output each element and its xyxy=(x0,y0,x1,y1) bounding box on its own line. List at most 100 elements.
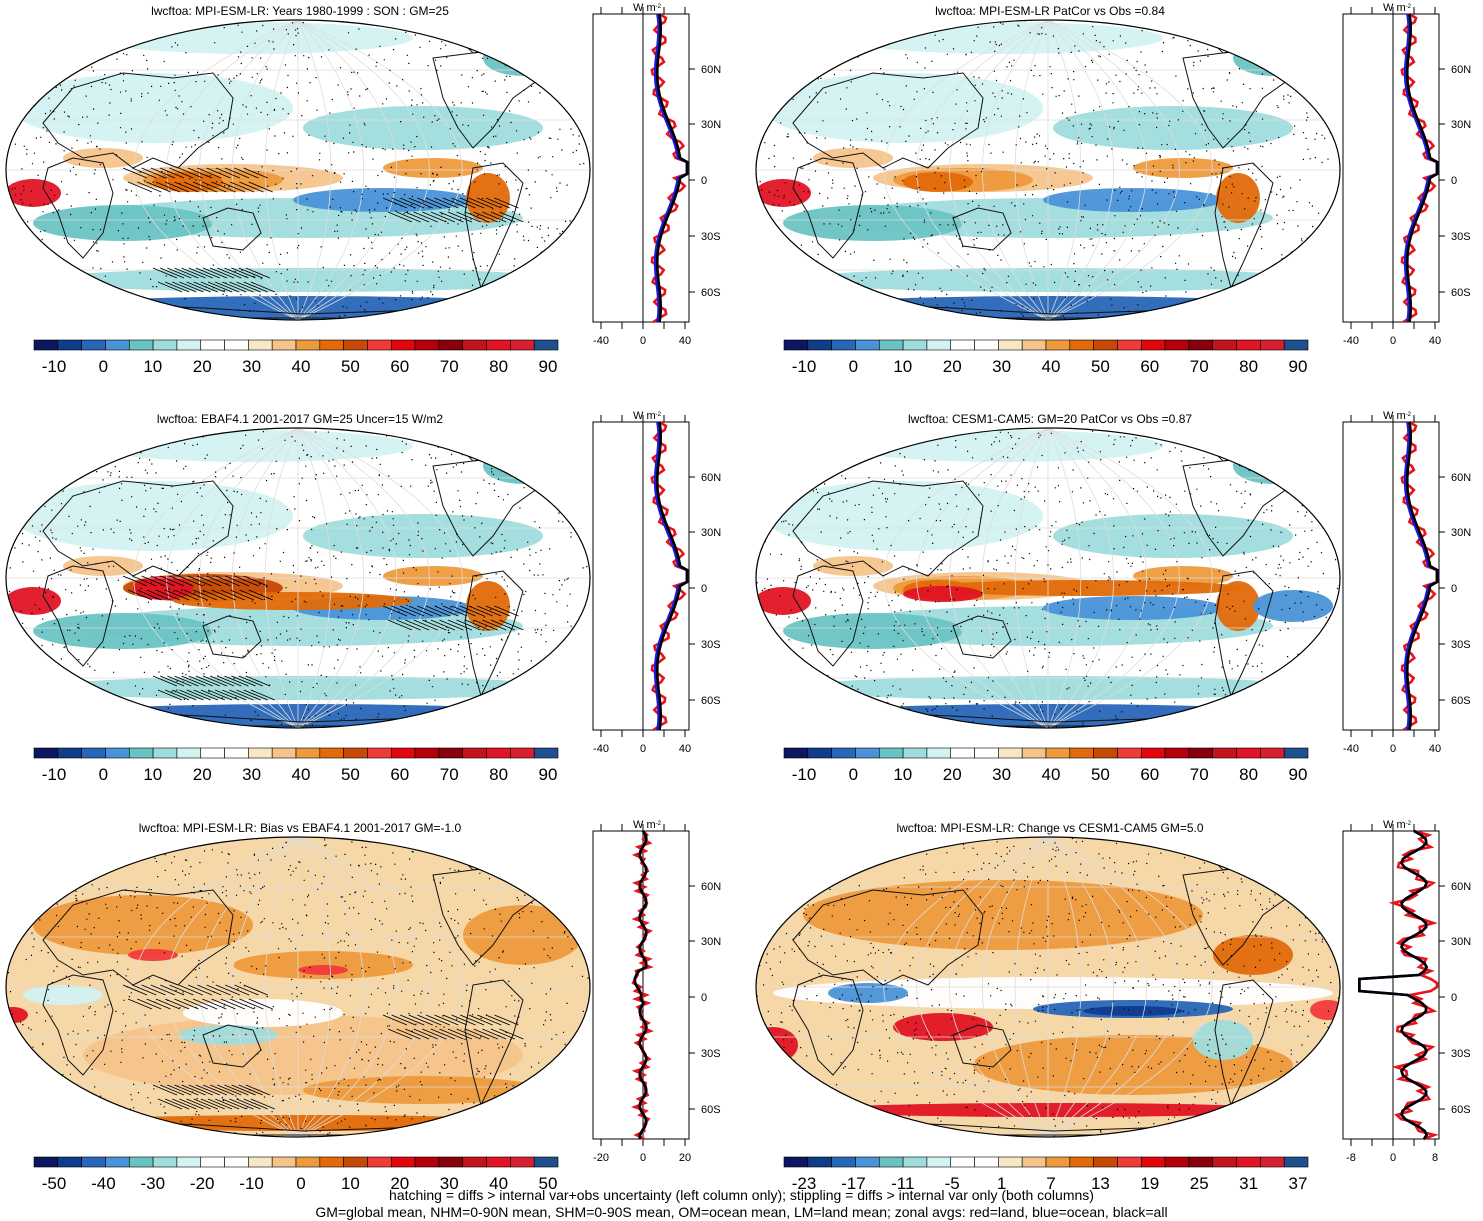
zonal-land-line xyxy=(1388,829,1439,1141)
colorbar-swatch xyxy=(1212,339,1237,351)
colorbar-swatch xyxy=(902,1156,928,1168)
lat-tick-label: 60S xyxy=(701,287,721,299)
colorbar-label: 90 xyxy=(1289,765,1308,784)
colorbar-swatch xyxy=(105,1156,130,1168)
colorbar-swatch xyxy=(414,747,440,759)
colorbar-swatch xyxy=(807,339,832,351)
colorbar-swatch xyxy=(128,339,154,351)
lat-tick-label: 30N xyxy=(701,936,721,948)
colorbar-swatch xyxy=(152,1156,178,1168)
colorbar-label: 30 xyxy=(992,357,1011,376)
colorbar-swatch xyxy=(510,747,535,759)
zonal-all-line xyxy=(656,13,689,323)
colorbar-label: 90 xyxy=(1289,357,1308,376)
colorbar-swatch xyxy=(831,339,856,351)
zonal-tick-label: -40 xyxy=(593,335,609,347)
panel-title: lwcftoa: CESM1-CAM5: GM=20 PatCor vs Obs… xyxy=(907,412,1193,426)
colorbar-swatch xyxy=(1164,1156,1190,1168)
lat-tick-label: 60S xyxy=(1451,1104,1471,1116)
map-panel xyxy=(755,836,1341,1138)
map-panel xyxy=(755,427,1341,729)
lat-tick-label: 30N xyxy=(1451,527,1471,539)
colorbar-swatch xyxy=(1093,747,1118,759)
colorbar: -50 -40 -30 -20 -10 0 10 20 30 40 50 xyxy=(33,1156,559,1193)
zonal-tick-label: 0 xyxy=(1390,335,1396,347)
colorbar-swatch xyxy=(902,339,928,351)
map-panel xyxy=(5,19,591,321)
zonal-tick-label: -40 xyxy=(1343,743,1359,755)
lat-tick-label: 60N xyxy=(1451,472,1471,484)
colorbar-swatch xyxy=(1093,1156,1118,1168)
lat-tick-label: 60S xyxy=(701,1104,721,1116)
colorbar-swatch xyxy=(462,339,487,351)
colorbar-swatch xyxy=(807,747,832,759)
colorbar-swatch xyxy=(1188,1156,1214,1168)
lat-tick-label: 30S xyxy=(701,231,721,243)
colorbar-swatch xyxy=(176,339,202,351)
colorbar-swatch xyxy=(1212,747,1237,759)
colorbar-swatch xyxy=(319,747,344,759)
colorbar-swatch xyxy=(926,1156,952,1168)
colorbar-swatch xyxy=(998,1156,1023,1168)
colorbar-swatch xyxy=(510,1156,535,1168)
colorbar-swatch xyxy=(831,1156,856,1168)
colorbar-swatch xyxy=(57,747,82,759)
map-panel xyxy=(5,836,591,1138)
colorbar-swatch xyxy=(533,1156,559,1168)
colorbar-swatch xyxy=(390,1156,416,1168)
colorbar-swatch xyxy=(1188,747,1214,759)
zonal-tick-label: 8 xyxy=(1432,1152,1438,1164)
colorbar-swatch xyxy=(81,1156,106,1168)
colorbar-swatch xyxy=(438,747,464,759)
colorbar-swatch xyxy=(1236,339,1261,351)
colorbar-label: 37 xyxy=(1289,1174,1308,1193)
lat-tick-label: 30S xyxy=(1451,639,1471,651)
lat-tick-label: 60N xyxy=(701,881,721,893)
unit-label: W m-2 xyxy=(633,2,662,14)
zonal-tick-label: 40 xyxy=(1429,743,1441,755)
colorbar-swatch xyxy=(831,747,856,759)
colorbar-swatch xyxy=(319,1156,344,1168)
panel-title: lwcftoa: MPI-ESM-LR PatCor vs Obs =0.84 xyxy=(935,4,1165,18)
colorbar-swatch xyxy=(438,339,464,351)
colorbar-swatch xyxy=(390,339,416,351)
lat-tick-label: 30N xyxy=(1451,119,1471,131)
colorbar-swatch xyxy=(1140,747,1166,759)
lat-tick-label: 0 xyxy=(1451,175,1457,187)
colorbar-swatch xyxy=(855,747,880,759)
zonal-average-plot: 60N 30N 0 30S 60S W m-2 -40 0 40 xyxy=(1342,410,1471,755)
colorbar-swatch xyxy=(1069,747,1094,759)
zonal-all-line xyxy=(1358,829,1429,1140)
colorbar-swatch xyxy=(462,1156,487,1168)
colorbar-swatch xyxy=(33,1156,59,1168)
colorbar-swatch xyxy=(1260,1156,1285,1168)
colorbar-label: -11 xyxy=(891,1174,914,1193)
colorbar-label: 50 xyxy=(1091,765,1110,784)
colorbar-label: 60 xyxy=(1140,357,1159,376)
colorbar: -10 0 10 20 30 40 50 60 70 80 90 xyxy=(783,339,1309,376)
colorbar-swatch xyxy=(533,747,559,759)
colorbar-swatch xyxy=(533,339,559,351)
lat-tick-label: 60N xyxy=(701,64,721,76)
zonal-tick-label: 20 xyxy=(679,1152,691,1164)
zonal-tick-label: -40 xyxy=(593,743,609,755)
unit-label: W m-2 xyxy=(1383,819,1412,831)
colorbar-swatch xyxy=(128,747,154,759)
colorbar-swatch xyxy=(783,747,809,759)
colorbar-label: -30 xyxy=(141,1174,166,1193)
lat-tick-label: 0 xyxy=(701,992,707,1004)
lat-tick-label: 30S xyxy=(701,1048,721,1060)
colorbar-swatch xyxy=(1283,339,1309,351)
colorbar-label: 40 xyxy=(489,1174,508,1193)
colorbar-label: 13 xyxy=(1091,1174,1110,1193)
colorbar-swatch xyxy=(200,339,225,351)
lat-tick-label: 30N xyxy=(701,527,721,539)
zonal-tick-label: 40 xyxy=(1429,335,1441,347)
colorbar-swatch xyxy=(152,339,178,351)
colorbar-swatch xyxy=(438,1156,464,1168)
zonal-tick-label: -20 xyxy=(593,1152,609,1164)
colorbar-swatch xyxy=(248,339,273,351)
colorbar-label: -10 xyxy=(792,357,817,376)
colorbar-swatch xyxy=(271,339,297,351)
colorbar-swatch xyxy=(390,747,416,759)
